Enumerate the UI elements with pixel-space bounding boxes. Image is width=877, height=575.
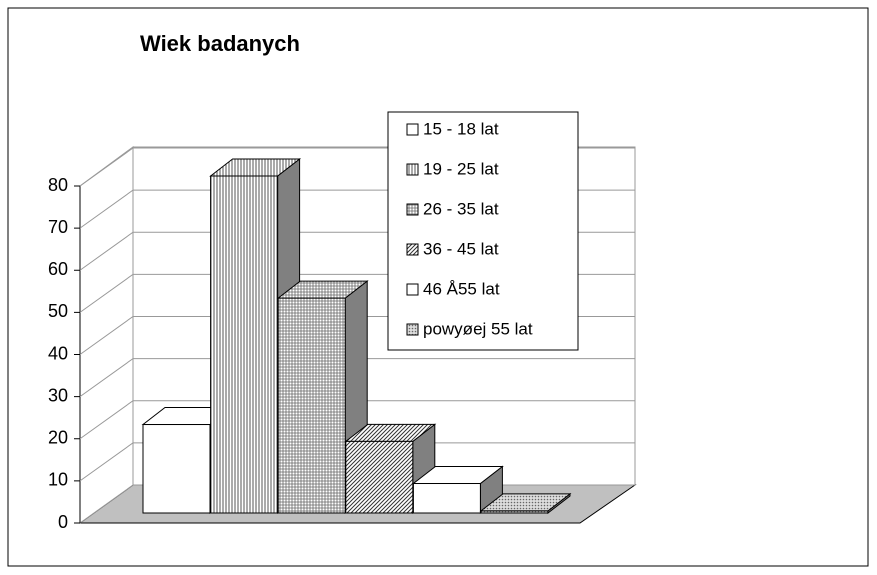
y-tick-label: 80 <box>48 175 68 195</box>
y-tick-label: 0 <box>58 512 68 532</box>
y-tick-label: 20 <box>48 428 68 448</box>
legend-swatch <box>406 203 419 216</box>
bar <box>277 297 346 514</box>
y-tick-label: 70 <box>48 217 68 237</box>
y-tick-label: 60 <box>48 259 68 279</box>
legend-label: 26 - 35 lat <box>423 199 499 218</box>
legend-swatch <box>406 163 419 176</box>
legend-swatch <box>406 323 419 336</box>
legend-label: powyøej 55 lat <box>423 319 533 338</box>
legend-swatch <box>406 283 419 296</box>
bar <box>142 424 211 514</box>
legend-label: 36 - 45 lat <box>423 239 499 258</box>
bar <box>345 440 414 514</box>
grid-line <box>79 442 635 482</box>
bar <box>412 483 481 514</box>
legend-label: 15 - 18 lat <box>423 119 499 138</box>
legend-label: 46 Å55 lat <box>423 279 500 298</box>
bar <box>210 175 279 514</box>
chart-title: Wiek badanych <box>140 31 300 56</box>
y-tick-label: 50 <box>48 301 68 321</box>
grid-line <box>79 400 635 440</box>
legend <box>387 111 579 351</box>
legend-label: 19 - 25 lat <box>423 159 499 178</box>
grid-line <box>79 358 635 398</box>
legend-swatch <box>406 123 419 136</box>
y-tick-label: 30 <box>48 385 68 405</box>
legend-swatch <box>406 243 419 256</box>
y-tick-label: 40 <box>48 343 68 363</box>
bar <box>480 510 549 514</box>
y-tick-label: 10 <box>48 470 68 490</box>
